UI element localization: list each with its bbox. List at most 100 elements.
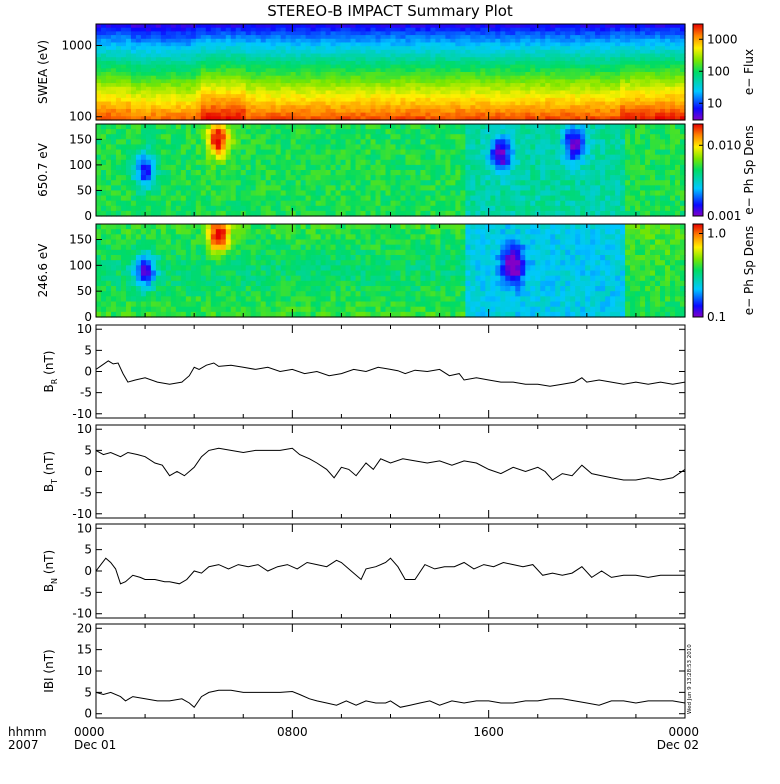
- heatmap-cell: [490, 180, 496, 186]
- heatmap-cell: [535, 98, 541, 102]
- heatmap-cell: [301, 90, 307, 94]
- heatmap-cell: [530, 134, 536, 140]
- heatmap-cell: [535, 105, 541, 109]
- heatmap-cell: [111, 65, 117, 69]
- heatmap-cell: [570, 76, 576, 80]
- heatmap-cell: [381, 72, 387, 76]
- heatmap-cell: [400, 94, 406, 98]
- heatmap-cell: [510, 185, 516, 191]
- heatmap-cell: [495, 90, 501, 94]
- heatmap-cell: [500, 72, 506, 76]
- heatmap-cell: [505, 134, 511, 140]
- heatmap-cell: [281, 50, 287, 54]
- heatmap-cell: [445, 98, 451, 102]
- heatmap-cell: [565, 129, 571, 135]
- heatmap-cell: [565, 190, 571, 196]
- heatmap-cell: [555, 35, 561, 39]
- heatmap-cell: [490, 190, 496, 196]
- heatmap-cell: [176, 105, 182, 109]
- heatmap-cell: [291, 79, 297, 83]
- heatmap-cell: [455, 83, 461, 87]
- heatmap-cell: [161, 61, 167, 65]
- heatmap-cell: [500, 196, 506, 202]
- heatmap-cell: [231, 98, 237, 102]
- heatmap-cell: [655, 50, 661, 54]
- heatmap-cell: [525, 31, 531, 35]
- heatmap-cell: [475, 170, 481, 176]
- heatmap-cell: [171, 180, 177, 186]
- heatmap-cell: [515, 144, 521, 150]
- heatmap-cell: [575, 160, 581, 166]
- heatmap-cell: [470, 46, 476, 50]
- heatmap-cell: [181, 180, 187, 186]
- heatmap-cell: [121, 50, 127, 54]
- heatmap-cell: [106, 28, 112, 32]
- heatmap-cell: [156, 24, 162, 28]
- heatmap-cell: [440, 206, 446, 212]
- heatmap-cell: [171, 46, 177, 50]
- heatmap-cell: [131, 54, 137, 58]
- heatmap-cell: [405, 165, 411, 171]
- heatmap-cell: [106, 144, 112, 150]
- heatmap-cell: [400, 139, 406, 145]
- heatmap-cell: [271, 109, 277, 113]
- heatmap-cell: [530, 201, 536, 207]
- heatmap-cell: [580, 76, 586, 80]
- heatmap-cell: [605, 165, 611, 171]
- heatmap-cell: [156, 61, 162, 65]
- heatmap-cell: [221, 134, 227, 140]
- heatmap-cell: [430, 206, 436, 212]
- heatmap-cell: [590, 165, 596, 171]
- heatmap-cell: [415, 180, 421, 186]
- heatmap-cell: [395, 24, 401, 28]
- heatmap-cell: [161, 54, 167, 58]
- heatmap-cell: [201, 206, 207, 212]
- heatmap-cell: [450, 57, 456, 61]
- heatmap-cell: [241, 180, 247, 186]
- heatmap-cell: [505, 90, 511, 94]
- heatmap-cell: [311, 185, 317, 191]
- heatmap-cell: [555, 94, 561, 98]
- heatmap-cell: [465, 50, 471, 54]
- heatmap-cell: [301, 170, 307, 176]
- heatmap-cell: [161, 165, 167, 171]
- heatmap-cell: [276, 196, 282, 202]
- heatmap-cell: [585, 65, 591, 69]
- heatmap-cell: [605, 185, 611, 191]
- heatmap-cell: [361, 61, 367, 65]
- heatmap-cell: [415, 94, 421, 98]
- heatmap-cell: [495, 201, 501, 207]
- heatmap-cell: [400, 35, 406, 39]
- heatmap-cell: [186, 129, 192, 135]
- heatmap-cell: [286, 98, 292, 102]
- heatmap-cell: [311, 68, 317, 72]
- heatmap-cell: [490, 155, 496, 161]
- heatmap-cell: [186, 185, 192, 191]
- heatmap-cell: [196, 124, 202, 130]
- heatmap-cell: [585, 165, 591, 171]
- heatmap-cell: [256, 175, 262, 181]
- heatmap-cell: [216, 39, 222, 43]
- heatmap-cell: [366, 39, 372, 43]
- heatmap-cell: [166, 50, 172, 54]
- heatmap-cell: [156, 87, 162, 91]
- heatmap-cell: [480, 68, 486, 72]
- heatmap-cell: [286, 170, 292, 176]
- heatmap-cell: [256, 196, 262, 202]
- heatmap-cell: [176, 129, 182, 135]
- heatmap-cell: [435, 160, 441, 166]
- heatmap-cell: [595, 79, 601, 83]
- heatmap-cell: [400, 87, 406, 91]
- heatmap-cell: [540, 201, 546, 207]
- heatmap-cell: [106, 160, 112, 166]
- heatmap-cell: [405, 79, 411, 83]
- heatmap-cell: [281, 196, 287, 202]
- heatmap-cell: [151, 87, 157, 91]
- heatmap-cell: [530, 139, 536, 145]
- heatmap-cell: [625, 113, 631, 117]
- heatmap-cell: [391, 139, 397, 145]
- heatmap-cell: [465, 98, 471, 102]
- heatmap-cell: [291, 90, 297, 94]
- heatmap-cell: [435, 206, 441, 212]
